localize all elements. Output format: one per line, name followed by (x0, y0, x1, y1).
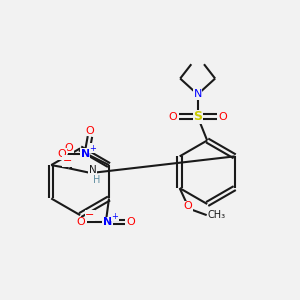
Text: +: + (111, 212, 118, 221)
Text: O: O (218, 112, 227, 122)
Text: O: O (183, 201, 192, 211)
Text: O: O (58, 149, 66, 159)
Text: S: S (193, 110, 202, 123)
Text: N: N (103, 217, 112, 227)
Text: N: N (88, 165, 96, 175)
Text: H: H (93, 175, 100, 185)
Text: O: O (77, 217, 85, 227)
Text: O: O (64, 142, 73, 153)
Text: N: N (80, 149, 90, 159)
Text: −: − (63, 156, 72, 166)
Text: +: + (89, 144, 96, 153)
Text: O: O (169, 112, 177, 122)
Text: O: O (85, 126, 94, 136)
Text: −: − (85, 210, 94, 220)
Text: CH₃: CH₃ (208, 210, 226, 220)
Text: N: N (194, 89, 202, 99)
Text: O: O (126, 217, 135, 227)
